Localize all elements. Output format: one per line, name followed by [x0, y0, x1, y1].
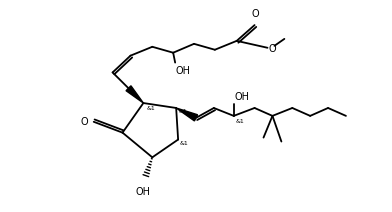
Text: OH: OH — [235, 92, 250, 102]
Text: O: O — [252, 9, 260, 19]
Polygon shape — [126, 86, 143, 103]
Text: &1: &1 — [236, 119, 245, 124]
Text: &1: &1 — [180, 141, 189, 146]
Text: &1: &1 — [146, 106, 155, 111]
Text: O: O — [80, 117, 88, 127]
Text: &1: &1 — [179, 109, 188, 114]
Text: OH: OH — [175, 66, 190, 75]
Polygon shape — [176, 108, 198, 121]
Text: OH: OH — [136, 187, 151, 197]
Text: O: O — [269, 44, 276, 54]
